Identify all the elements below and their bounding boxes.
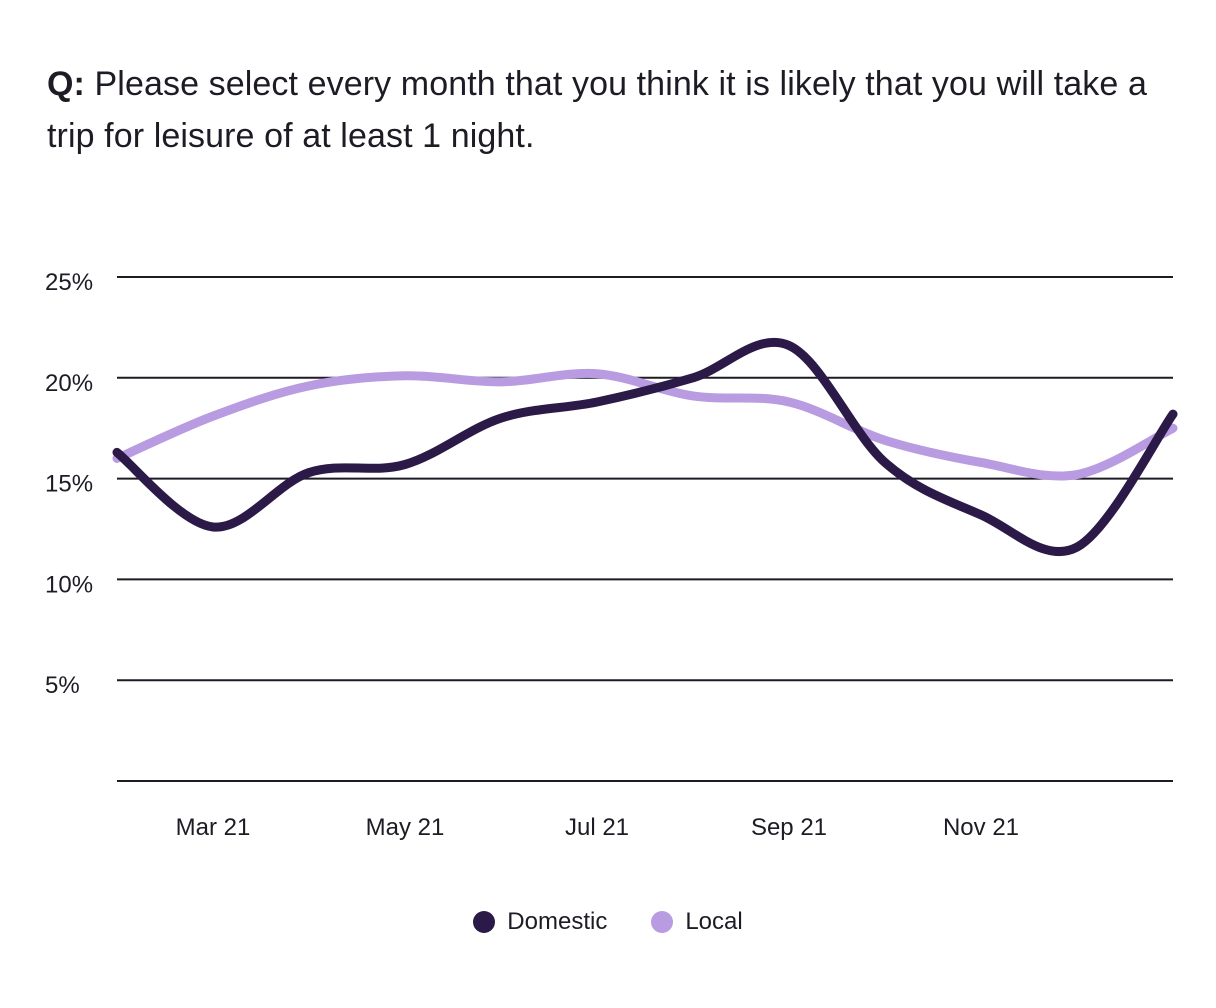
x-tick-label: Sep 21 (751, 814, 827, 841)
legend-swatch-domestic (473, 911, 496, 933)
y-tick-label: 5% (45, 672, 80, 699)
series-line-local (112, 368, 1178, 481)
legend: Domestic Local (0, 908, 1216, 936)
legend-label-domestic: Domestic (507, 908, 608, 935)
legend-item-domestic: Domestic (473, 908, 607, 936)
y-tick-label: 25% (45, 269, 93, 296)
x-tick-label: Jul 21 (565, 814, 629, 841)
legend-item-local: Local (651, 908, 743, 936)
y-tick-label: 10% (45, 571, 93, 598)
question-prefix: Q: (47, 65, 85, 103)
x-tick-label: Mar 21 (176, 814, 251, 841)
series-line-domestic (112, 337, 1178, 557)
legend-label-local: Local (685, 908, 743, 935)
y-tick-label: 20% (45, 370, 93, 397)
x-tick-label: Nov 21 (943, 814, 1019, 841)
legend-swatch-local (651, 911, 674, 933)
y-tick-label: 15% (45, 471, 93, 498)
question-body: Please select every month that you think… (47, 65, 1147, 155)
line-chart: 25% 20% 15% 10% 5% Mar 21 May 21 Jul 21 Sep 21 No… (45, 269, 1178, 841)
x-tick-label: May 21 (366, 814, 445, 841)
question-text: Q: Please select every month that you th… (47, 58, 1187, 162)
